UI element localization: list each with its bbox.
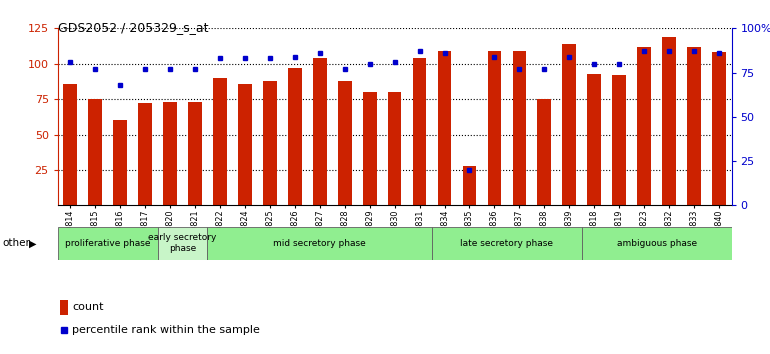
Text: percentile rank within the sample: percentile rank within the sample (72, 325, 260, 335)
Bar (363, 92, 377, 205)
Bar (63, 84, 77, 205)
Bar (638, 47, 651, 205)
Text: count: count (72, 302, 104, 312)
Text: late secretory phase: late secretory phase (460, 239, 554, 248)
Bar (588, 74, 601, 205)
Bar (562, 44, 576, 205)
Bar (58, 227, 158, 260)
Bar (487, 51, 501, 205)
Text: early secretory
phase: early secretory phase (149, 233, 216, 253)
Bar (60, 300, 68, 314)
Bar (612, 75, 626, 205)
Text: ambiguous phase: ambiguous phase (617, 239, 697, 248)
Bar (687, 47, 701, 205)
Bar (582, 227, 732, 260)
Text: proliferative phase: proliferative phase (65, 239, 150, 248)
Text: mid secretory phase: mid secretory phase (273, 239, 367, 248)
Bar (437, 51, 451, 205)
Bar (113, 120, 127, 205)
Bar (313, 58, 326, 205)
Bar (207, 227, 432, 260)
Bar (712, 52, 726, 205)
Bar (432, 227, 582, 260)
Bar (238, 84, 252, 205)
Bar (413, 58, 427, 205)
Bar (662, 37, 676, 205)
Bar (263, 81, 276, 205)
Text: other: other (2, 238, 30, 249)
Bar (288, 68, 302, 205)
Bar (89, 99, 102, 205)
Bar (338, 81, 352, 205)
Bar (537, 99, 551, 205)
Bar (188, 102, 202, 205)
Bar (513, 51, 526, 205)
Bar (388, 92, 401, 205)
Text: ▶: ▶ (29, 238, 37, 249)
Bar (158, 227, 207, 260)
Text: GDS2052 / 205329_s_at: GDS2052 / 205329_s_at (58, 21, 208, 34)
Bar (213, 78, 227, 205)
Bar (163, 102, 177, 205)
Bar (139, 103, 152, 205)
Bar (463, 166, 477, 205)
